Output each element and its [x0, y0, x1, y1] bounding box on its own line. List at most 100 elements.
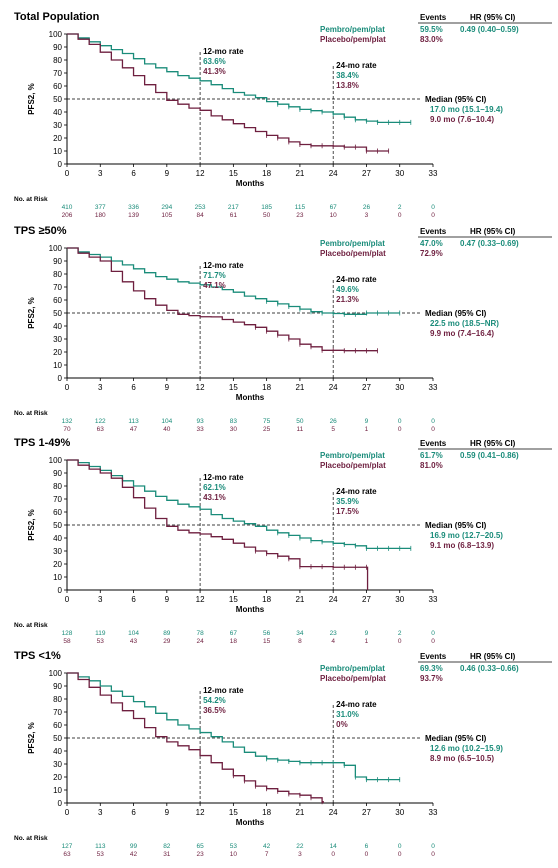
- x-tick-label: 30: [395, 808, 404, 817]
- y-tick-label: 0: [58, 799, 63, 808]
- events-pembro: 47.0%: [420, 239, 443, 248]
- x-tick-label: 15: [229, 808, 238, 817]
- y-tick-label: 20: [53, 773, 62, 782]
- risk-count-pembro: 56: [263, 630, 271, 637]
- risk-count-placebo: 40: [163, 426, 171, 433]
- y-tick-label: 70: [53, 69, 62, 78]
- rate12-label: 12-mo rate: [203, 686, 244, 695]
- median-placebo: 9.0 mo (7.6–10.4): [430, 115, 494, 124]
- x-tick-label: 6: [131, 383, 136, 392]
- risk-count-placebo: 4: [331, 638, 335, 645]
- y-tick-label: 80: [53, 56, 62, 65]
- placebo-survival-curve: [67, 459, 369, 590]
- median-header: Median (95% CI): [425, 734, 487, 743]
- legend-placebo: Placebo/pem/plat: [320, 35, 386, 44]
- risk-count-pembro: 26: [330, 418, 338, 425]
- risk-count-pembro: 89: [163, 630, 171, 637]
- risk-count-placebo: 29: [163, 638, 171, 645]
- risk-count-pembro: 104: [128, 630, 139, 637]
- rate24-label: 24-mo rate: [336, 487, 377, 496]
- x-tick-label: 30: [395, 383, 404, 392]
- risk-count-pembro: 128: [62, 630, 73, 637]
- x-axis-label: Months: [236, 605, 265, 614]
- y-tick-label: 90: [53, 43, 62, 52]
- hr-header: HR (95% CI): [470, 13, 516, 22]
- rate12-pembro: 62.1%: [203, 483, 226, 492]
- risk-count-pembro: 50: [296, 418, 304, 425]
- rate12-placebo: 43.1%: [203, 493, 226, 502]
- y-tick-label: 40: [53, 747, 62, 756]
- risk-count-placebo: 43: [130, 638, 138, 645]
- events-pembro: 61.7%: [420, 451, 443, 460]
- x-tick-label: 12: [196, 169, 205, 178]
- x-tick-label: 6: [131, 595, 136, 604]
- risk-count-placebo: 23: [296, 212, 304, 219]
- rate12-placebo: 36.5%: [203, 706, 226, 715]
- x-tick-label: 0: [65, 383, 70, 392]
- risk-count-placebo: 53: [97, 638, 105, 645]
- risk-count-pembro: 113: [128, 418, 139, 425]
- x-tick-label: 30: [395, 169, 404, 178]
- x-tick-label: 27: [362, 595, 371, 604]
- x-tick-label: 15: [229, 169, 238, 178]
- rate12-pembro: 54.2%: [203, 696, 226, 705]
- risk-count-pembro: 294: [161, 204, 172, 211]
- risk-count-placebo: 33: [196, 426, 204, 433]
- risk-count-placebo: 0: [398, 851, 402, 858]
- x-tick-label: 0: [65, 169, 70, 178]
- risk-count-pembro: 67: [330, 204, 338, 211]
- y-tick-label: 50: [53, 521, 62, 530]
- y-axis-label: PFS2, %: [27, 297, 36, 329]
- risk-count-placebo: 11: [297, 426, 304, 433]
- y-tick-label: 30: [53, 121, 62, 130]
- risk-count-pembro: 377: [95, 204, 106, 211]
- risk-count-placebo: 10: [230, 851, 238, 858]
- y-tick-label: 50: [53, 734, 62, 743]
- risk-count-placebo: 63: [97, 426, 105, 433]
- median-pembro: 12.6 mo (10.2–15.9): [430, 744, 503, 753]
- y-tick-label: 100: [49, 30, 63, 39]
- median-placebo: 9.1 mo (6.8–13.9): [430, 541, 494, 550]
- events-placebo: 83.0%: [420, 35, 443, 44]
- risk-count-placebo: 0: [398, 426, 402, 433]
- risk-count-placebo: 7: [265, 851, 269, 858]
- pembro-survival-curve: [67, 247, 400, 315]
- legend-placebo: Placebo/pem/plat: [320, 461, 386, 470]
- x-axis-label: Months: [236, 818, 265, 827]
- risk-count-placebo: 47: [130, 426, 138, 433]
- panel-title: TPS 1-49%: [14, 437, 70, 449]
- events-header: Events: [420, 227, 447, 236]
- rate12-placebo: 41.3%: [203, 67, 226, 76]
- panel-4: TPS <1% Events HR (95% CI)Pembro/pem/platP…: [14, 650, 552, 858]
- risk-count-placebo: 31: [163, 851, 171, 858]
- median-header: Median (95% CI): [425, 309, 487, 318]
- risk-count-pembro: 42: [263, 843, 271, 850]
- risk-count-placebo: 50: [263, 212, 271, 219]
- risk-count-placebo: 30: [230, 426, 238, 433]
- rate24-placebo: 0%: [336, 720, 348, 729]
- x-axis-label: Months: [236, 179, 265, 188]
- x-tick-label: 12: [196, 383, 205, 392]
- risk-count-placebo: 180: [95, 212, 106, 219]
- risk-table-label: No. at Risk: [14, 410, 48, 417]
- risk-count-pembro: 83: [230, 418, 238, 425]
- hazard-ratio: 0.46 (0.33–0.66): [460, 664, 519, 673]
- risk-count-placebo: 206: [62, 212, 73, 219]
- y-axis-label: PFS2, %: [27, 509, 36, 541]
- risk-count-pembro: 0: [398, 418, 402, 425]
- panel-3: TPS 1-49% Events HR (95% CI) Pembro/pem/pla…: [14, 437, 552, 645]
- x-tick-label: 3: [98, 595, 103, 604]
- rate24-pembro: 35.9%: [336, 497, 359, 506]
- x-tick-label: 33: [429, 595, 438, 604]
- risk-count-pembro: 22: [296, 843, 304, 850]
- x-tick-label: 24: [329, 383, 338, 392]
- y-tick-label: 10: [53, 147, 62, 156]
- risk-count-placebo: 0: [431, 638, 435, 645]
- y-tick-label: 80: [53, 482, 62, 491]
- risk-count-placebo: 0: [331, 851, 335, 858]
- rate12-label: 12-mo rate: [203, 261, 244, 270]
- risk-count-pembro: 336: [128, 204, 139, 211]
- risk-count-pembro: 65: [196, 843, 204, 850]
- risk-count-pembro: 14: [330, 843, 338, 850]
- y-tick-label: 100: [49, 456, 63, 465]
